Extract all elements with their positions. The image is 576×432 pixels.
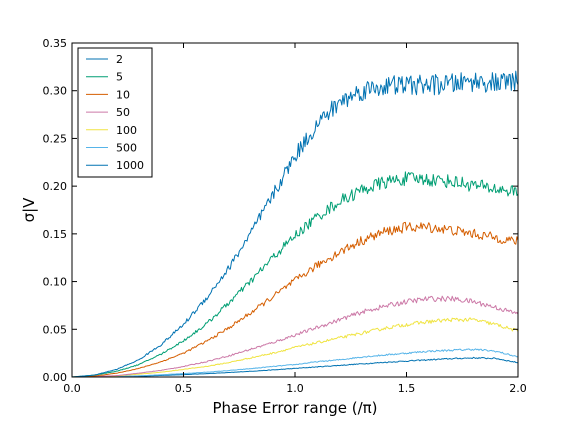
legend-label-50: 50 (116, 106, 130, 119)
series-line-100 (71, 317, 519, 378)
y-tick-label: 0.25 (43, 132, 68, 145)
x-tick-label: 0.5 (175, 382, 193, 395)
y-tick-label: 0.05 (43, 323, 68, 336)
legend-label-1000: 1000 (116, 159, 144, 172)
series-line-500 (71, 348, 519, 378)
y-tick-label: 0.00 (43, 371, 68, 384)
series-line-5 (71, 171, 519, 378)
legend: 2 5 10 50 100 500 1000 (77, 47, 153, 178)
y-axis-label: σ|V (20, 197, 38, 223)
x-axis-label: Phase Error range (/π) (212, 399, 377, 417)
x-tick-label: 0.0 (63, 382, 81, 395)
x-tick-label: 1.5 (398, 382, 416, 395)
series-line-10 (71, 221, 519, 378)
legend-label-5: 5 (116, 71, 123, 84)
y-tick-label: 0.30 (43, 85, 68, 98)
legend-label-10: 10 (116, 88, 130, 101)
x-tick-label: 2.0 (509, 382, 527, 395)
series-line-50 (71, 295, 519, 378)
legend-label-500: 500 (116, 142, 137, 155)
y-tick-label: 0.35 (43, 37, 68, 50)
series-line-2 (71, 70, 519, 378)
y-tick-label: 0.20 (43, 180, 68, 193)
x-tick-label: 1.0 (286, 382, 304, 395)
y-tick-label: 0.15 (43, 228, 68, 241)
legend-label-100: 100 (116, 124, 137, 137)
y-tick-label: 0.10 (43, 276, 68, 289)
legend-label-2: 2 (116, 53, 123, 66)
